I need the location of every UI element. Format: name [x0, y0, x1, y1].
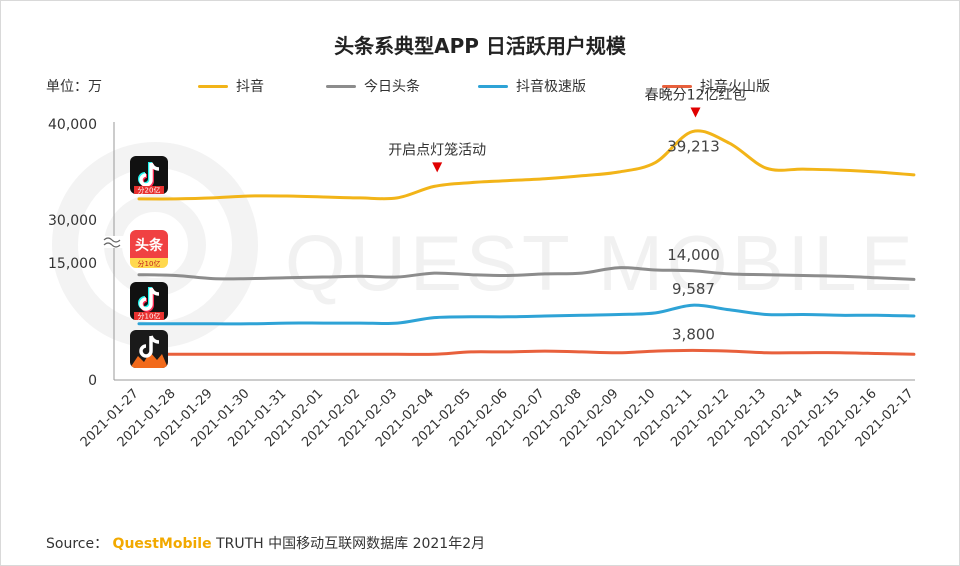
- legend-label: 今日头条: [364, 79, 420, 95]
- legend-swatch: [662, 84, 692, 88]
- toutiao-logo-icon: 头条 分10亿: [130, 230, 168, 268]
- unit-label: 单位：万: [46, 79, 102, 95]
- y-tick-label: 40,000: [48, 117, 97, 133]
- legend-label: 抖音火山版: [700, 79, 770, 95]
- data-label: 14,000: [667, 246, 720, 264]
- douyin-logo-icon: 分20亿: [134, 162, 164, 195]
- source-note: Source： QuestMobile TRUTH 中国移动互联网数据库 202…: [46, 533, 485, 553]
- data-label: 39,213: [667, 138, 720, 156]
- legend-item-douyin-lite: 抖音极速版: [478, 76, 586, 96]
- douyin-lite-badge: 分10亿: [138, 312, 161, 321]
- y-tick-label: 15,000: [48, 256, 97, 272]
- toutiao-app-icon: 头条 分10亿: [130, 230, 168, 268]
- annotation-label: 春晚分12亿红包: [645, 88, 747, 104]
- data-label: 3,800: [672, 325, 715, 343]
- legend-swatch: [478, 84, 508, 88]
- y-tick-label: 30,000: [48, 213, 97, 229]
- legend-item-douyin: 抖音: [198, 76, 264, 96]
- axis-break-mark: [103, 236, 124, 248]
- data-label: 9,587: [672, 280, 715, 298]
- toutiao-logo-text: 头条: [135, 237, 164, 254]
- source-prefix: Source：: [46, 536, 109, 552]
- series-line-0: [137, 129, 916, 201]
- douyin-lite-logo-icon: 分10亿: [134, 287, 164, 321]
- legend-swatch: [198, 84, 228, 88]
- series-line-2: [137, 303, 916, 326]
- source-suffix: TRUTH 中国移动互联网数据库 2021年2月: [216, 536, 486, 552]
- legend-label: 抖音极速版: [516, 79, 586, 95]
- series-line-3: [137, 348, 916, 356]
- y-tick-label: 0: [88, 373, 97, 389]
- source-brand: QuestMobile: [112, 536, 212, 552]
- axis-break-wave: [103, 242, 121, 248]
- axis-break-wave: [103, 237, 121, 243]
- legend-item-toutiao: 今日头条: [326, 76, 420, 96]
- toutiao-badge: 分10亿: [138, 259, 161, 268]
- series-layer: [137, 129, 916, 356]
- annotation-marker: [690, 107, 701, 118]
- annotation-marker: [432, 162, 443, 173]
- watermark-text: QUEST MOBILE: [285, 219, 917, 307]
- series-line-1: [137, 266, 916, 281]
- douyin-lite-app-icon: 分10亿: [130, 282, 168, 320]
- volcano-logo-icon: [130, 335, 168, 368]
- douyin-volcano-app-icon: [130, 330, 168, 368]
- annotation-label: 开启点灯笼活动: [388, 141, 486, 158]
- legend-label: 抖音: [236, 79, 264, 95]
- labels-layer: 39,213 14,000 9,587 3,800 开启点灯笼活动 春晚分12亿红包: [388, 88, 746, 344]
- douyin-badge: 分20亿: [138, 186, 161, 195]
- legend-item-douyin-volcano: 抖音火山版: [662, 76, 770, 96]
- chart-title: 头条系典型APP 日活跃用户规模: [334, 34, 626, 58]
- legend-swatch: [326, 84, 356, 88]
- douyin-app-icon: 分20亿: [130, 156, 168, 194]
